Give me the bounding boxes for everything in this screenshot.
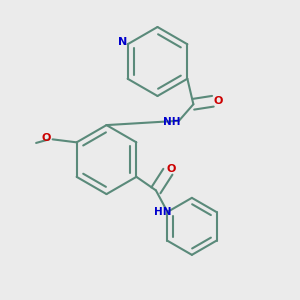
- Text: O: O: [214, 96, 223, 106]
- Text: HN: HN: [154, 207, 172, 217]
- Text: O: O: [167, 164, 176, 174]
- Text: N: N: [118, 37, 127, 47]
- Text: NH: NH: [163, 117, 180, 127]
- Text: O: O: [41, 134, 51, 143]
